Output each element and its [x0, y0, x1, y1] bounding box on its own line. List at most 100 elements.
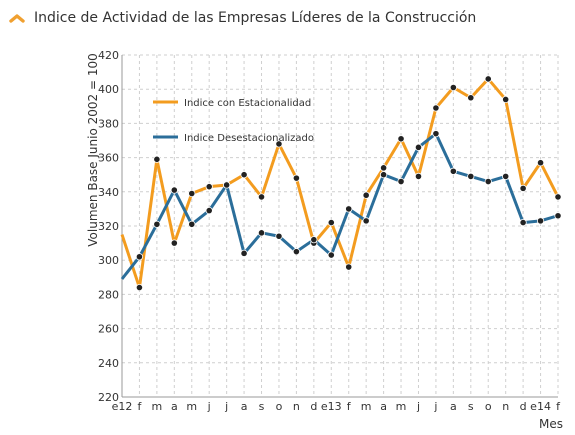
x-tick-label: j	[416, 400, 420, 413]
y-tick-label: 260	[98, 323, 119, 336]
series-line-1	[120, 77, 560, 290]
chart-title: Indice de Actividad de las Empresas Líde…	[34, 10, 477, 26]
data-point[interactable]	[362, 191, 370, 199]
data-point[interactable]	[292, 248, 300, 256]
data-point[interactable]	[257, 193, 266, 201]
data-point[interactable]	[345, 205, 353, 213]
y-tick-label: 220	[98, 391, 119, 404]
data-point[interactable]	[223, 181, 231, 189]
data-point[interactable]	[135, 253, 144, 261]
x-tick-label: a	[380, 400, 387, 413]
x-tick-label: a	[450, 400, 457, 413]
data-point[interactable]	[397, 135, 405, 143]
data-point[interactable]	[467, 172, 475, 181]
data-point[interactable]	[327, 251, 335, 259]
x-tick-label: m	[361, 400, 372, 413]
y-tick-label: 280	[98, 288, 119, 301]
data-point[interactable]	[275, 140, 283, 148]
data-point[interactable]	[432, 130, 440, 138]
data-point[interactable]	[519, 218, 527, 227]
data-point[interactable]	[188, 220, 196, 228]
data-point[interactable]	[240, 249, 248, 257]
x-tick-label: s	[259, 400, 265, 413]
y-tick-label: 300	[98, 254, 119, 267]
data-point[interactable]	[536, 217, 545, 225]
chevron-up-icon[interactable]	[8, 12, 26, 24]
y-tick-label: 360	[98, 152, 119, 165]
data-point[interactable]	[240, 171, 248, 179]
data-point[interactable]	[397, 177, 405, 186]
x-tick-label: o	[276, 400, 283, 413]
x-tick-label: m	[152, 400, 163, 413]
data-point[interactable]	[205, 183, 213, 191]
x-tick-label: e12	[112, 400, 133, 413]
x-tick-label: d	[520, 400, 527, 413]
data-point[interactable]	[327, 218, 335, 227]
legend-label: Indice Desestacionalizado	[184, 133, 314, 144]
y-tick-label: 420	[98, 49, 119, 62]
legend: Indice con Estacionalidad Indice Desestac…	[153, 98, 314, 144]
x-tick-label: f	[138, 400, 143, 413]
data-point[interactable]	[379, 164, 388, 172]
series-points	[135, 75, 562, 292]
y-tick-label: 400	[98, 83, 119, 96]
data-point[interactable]	[345, 263, 353, 271]
title-row: Indice de Actividad de las Empresas Líde…	[8, 7, 476, 29]
data-point[interactable]	[188, 189, 196, 198]
data-point[interactable]	[292, 174, 300, 182]
data-point[interactable]	[135, 283, 144, 292]
data-point[interactable]	[432, 104, 440, 112]
data-point[interactable]	[484, 75, 492, 83]
y-tick-label: 340	[98, 186, 119, 199]
x-tick-label: f	[556, 400, 561, 413]
data-point[interactable]	[362, 217, 370, 225]
data-point[interactable]	[414, 143, 423, 151]
x-tick-label: m	[396, 400, 407, 413]
data-point[interactable]	[519, 184, 527, 192]
y-axis-ticks: 220 240 260 280 300 320 340 360 380 400 420	[98, 49, 119, 404]
data-point[interactable]	[467, 94, 475, 102]
x-tick-label: n	[502, 400, 509, 413]
data-point[interactable]	[170, 239, 178, 247]
data-point[interactable]	[257, 229, 266, 237]
data-point[interactable]	[414, 172, 423, 181]
data-point[interactable]	[449, 167, 457, 175]
data-point[interactable]	[310, 236, 318, 244]
data-point[interactable]	[153, 220, 161, 228]
data-point[interactable]	[205, 207, 213, 215]
x-tick-label: d	[310, 400, 317, 413]
x-tick-label: s	[468, 400, 474, 413]
y-tick-label: 380	[98, 117, 119, 130]
y-tick-label: 320	[98, 220, 119, 233]
data-point[interactable]	[170, 186, 178, 194]
data-point[interactable]	[554, 193, 562, 201]
data-point[interactable]	[484, 177, 492, 186]
x-tick-label: j	[207, 400, 211, 413]
grid-lines	[122, 54, 559, 397]
x-tick-label: j	[433, 400, 437, 413]
x-tick-label: a	[171, 400, 178, 413]
x-tick-label: e13	[321, 400, 342, 413]
data-point[interactable]	[536, 159, 545, 167]
x-tick-label: a	[241, 400, 248, 413]
series-lines	[120, 77, 560, 290]
data-point[interactable]	[502, 172, 510, 181]
x-tick-label: e14	[530, 400, 551, 413]
data-point[interactable]	[153, 155, 161, 163]
legend-label: Indice con Estacionalidad	[184, 98, 311, 109]
x-tick-label: m	[186, 400, 197, 413]
axes	[121, 55, 558, 398]
x-tick-label: j	[224, 400, 228, 413]
data-point[interactable]	[449, 83, 457, 92]
x-axis-ticks: e12 f m a m j j a s o n d e13 f m a m j j a s o n d e14 f	[112, 400, 561, 413]
x-tick-label: f	[347, 400, 352, 413]
data-point[interactable]	[379, 171, 388, 179]
data-point[interactable]	[502, 95, 510, 104]
data-point[interactable]	[554, 212, 562, 220]
y-tick-label: 240	[98, 357, 119, 370]
x-axis-label: Mes	[539, 417, 563, 431]
data-point[interactable]	[275, 232, 283, 240]
x-tick-label: n	[293, 400, 300, 413]
